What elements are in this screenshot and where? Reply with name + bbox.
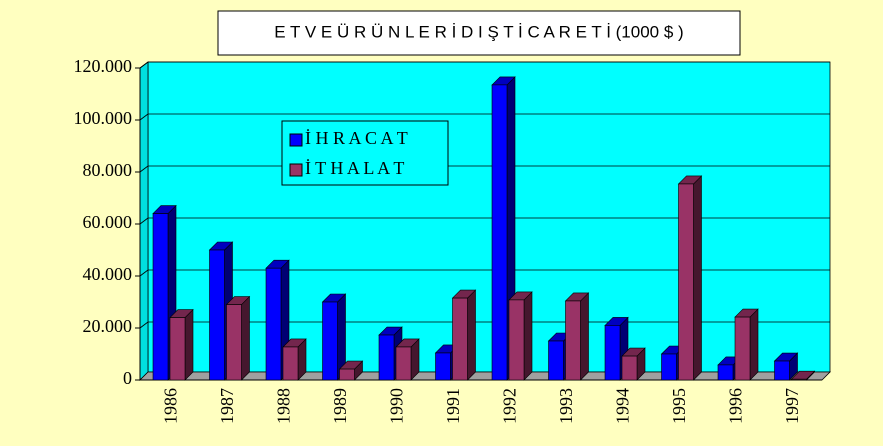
bar xyxy=(508,299,525,381)
bar xyxy=(661,353,677,381)
grid-line xyxy=(139,61,149,69)
legend-swatch xyxy=(289,163,303,177)
bar-side xyxy=(580,292,589,381)
y-tick-label: 20.000 xyxy=(83,316,133,336)
x-tick-label: 1994 xyxy=(612,388,632,424)
x-tick-label: 1990 xyxy=(386,388,406,424)
grid-line xyxy=(139,269,149,277)
title-box xyxy=(217,10,741,56)
legend xyxy=(281,120,449,186)
bar xyxy=(734,316,751,381)
back-wall xyxy=(147,61,831,373)
grid-line xyxy=(139,165,149,173)
bar xyxy=(322,301,338,381)
bar-side xyxy=(749,308,759,381)
x-tick-label: 1989 xyxy=(330,388,350,424)
bar xyxy=(169,317,186,381)
bar xyxy=(339,368,355,381)
bar-side xyxy=(241,295,250,381)
bar xyxy=(678,183,694,381)
bar xyxy=(378,334,395,381)
y-tick-label: 120.000 xyxy=(74,56,133,76)
y-tick-label: 100.000 xyxy=(74,108,133,128)
bar xyxy=(452,297,468,381)
bar xyxy=(435,352,451,381)
bar xyxy=(491,84,508,381)
bar xyxy=(717,364,734,381)
bar xyxy=(209,249,225,381)
x-tick-label: 1991 xyxy=(443,388,463,424)
grid-line xyxy=(139,217,149,225)
x-tick-label: 1995 xyxy=(669,388,689,424)
bar xyxy=(565,300,581,381)
bar xyxy=(265,267,282,381)
x-tick-label: 1997 xyxy=(782,388,802,424)
x-tick-label: 1988 xyxy=(273,388,293,424)
bar xyxy=(791,378,807,381)
x-tick-label: 1996 xyxy=(725,388,745,424)
bar xyxy=(621,355,638,381)
bar xyxy=(604,325,621,381)
bar xyxy=(152,213,169,381)
bar-side xyxy=(693,175,702,381)
bar xyxy=(548,340,564,381)
grid-line xyxy=(139,113,149,121)
bar xyxy=(226,304,242,381)
bar-side xyxy=(184,308,194,381)
x-tick-label: 1992 xyxy=(499,388,519,424)
y-tick-label: 0 xyxy=(123,368,132,388)
x-tick-label: 1987 xyxy=(217,388,237,424)
y-tick-label: 40.000 xyxy=(83,264,133,284)
bar xyxy=(395,346,412,381)
bar-side xyxy=(523,291,533,381)
x-tick-label: 1993 xyxy=(556,388,576,424)
y-tick-label: 60.000 xyxy=(83,212,133,232)
legend-swatch xyxy=(289,133,303,147)
grid-line xyxy=(139,321,149,329)
bar-side xyxy=(467,289,476,381)
y-tick-label: 80.000 xyxy=(83,160,133,180)
x-tick-label: 1986 xyxy=(160,388,180,424)
legend-label: İ T H A L A T xyxy=(305,158,404,178)
bar xyxy=(774,360,790,381)
legend-label: İ H R A C A T xyxy=(305,128,408,148)
bar xyxy=(282,346,299,381)
chart-title: E T V E Ü R Ü N L E R İ D I Ş T İ C A R … xyxy=(274,22,683,41)
